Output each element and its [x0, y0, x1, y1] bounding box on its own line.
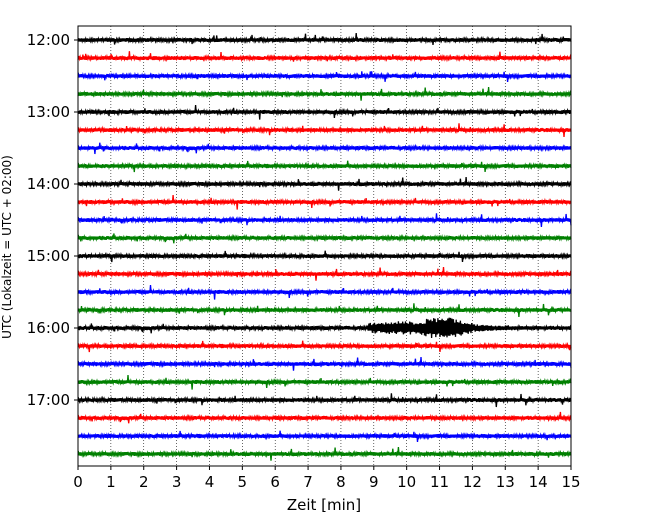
trace-1345	[77, 160, 572, 173]
trace-1715	[77, 411, 572, 424]
trace-1330	[77, 142, 572, 155]
plot-frame	[77, 25, 572, 467]
y-tick-label: 12:00	[27, 31, 70, 49]
trace-1400	[77, 177, 572, 191]
x-tick-label: 13	[496, 473, 515, 491]
trace-1530	[77, 284, 572, 300]
trace-1415	[77, 194, 572, 210]
x-tick-label: 7	[303, 473, 313, 491]
trace-1545	[77, 303, 572, 318]
trace-1630	[77, 357, 572, 371]
y-axis-label: UTC (Lokalzeit = UTC + 02:00)	[0, 155, 14, 339]
x-tick-label: 0	[73, 473, 83, 491]
x-tick-label: 5	[238, 473, 248, 491]
trace-1700	[77, 393, 572, 408]
trace-1600	[77, 317, 572, 339]
x-tick-label: 10	[397, 473, 416, 491]
x-tick-label: 11	[430, 473, 449, 491]
x-tick-label: 2	[139, 473, 149, 491]
trace-1500	[77, 250, 572, 263]
x-tick-label: 1	[106, 473, 116, 491]
trace-1230	[77, 71, 572, 82]
x-axis-label: Zeit [min]	[287, 496, 361, 514]
y-axis-ticks: 12:00 13:00 14:00 15:00 16:00 17:00	[27, 31, 78, 409]
trace-1300	[77, 104, 572, 120]
x-tick-label: 9	[369, 473, 379, 491]
x-tick-label: 12	[463, 473, 482, 491]
y-tick-label: 15:00	[27, 247, 70, 265]
trace-1615	[77, 340, 572, 353]
trace-1645	[77, 374, 572, 390]
y-tick-label: 13:00	[27, 103, 70, 121]
x-tick-label: 8	[336, 473, 346, 491]
trace-1200	[77, 33, 572, 45]
x-tick-label: 15	[561, 473, 580, 491]
trace-1430	[77, 213, 572, 228]
trace-1215	[77, 51, 572, 63]
trace-1730	[77, 430, 572, 442]
x-tick-label: 6	[270, 473, 280, 491]
trace-lines	[77, 33, 572, 461]
y-tick-label: 14:00	[27, 175, 70, 193]
trace-1515	[77, 267, 572, 281]
y-tick-label: 16:00	[27, 319, 70, 337]
y-tick-label: 17:00	[27, 391, 70, 409]
trace-1445	[77, 233, 572, 244]
x-tick-label: 3	[172, 473, 182, 491]
grid-lines	[110, 26, 539, 466]
trace-1745	[77, 447, 572, 461]
x-tick-label: 4	[205, 473, 215, 491]
x-axis-ticks: 0 1 2 3 4 5 6 7 8 9 10 11 12 13 14 15	[73, 466, 581, 491]
x-tick-label: 14	[529, 473, 548, 491]
trace-1315	[77, 123, 572, 138]
trace-1245	[77, 87, 572, 101]
